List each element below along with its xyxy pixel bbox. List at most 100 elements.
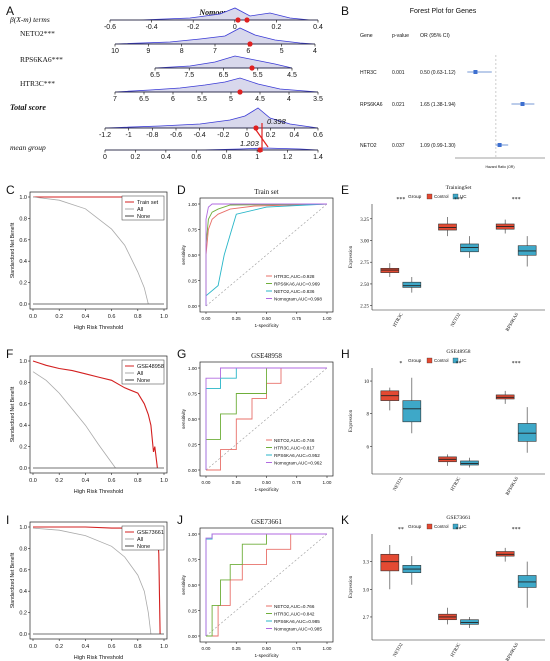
tick-label: 3.5 xyxy=(313,96,323,103)
x-axis-label: High Risk Threshold xyxy=(74,655,123,661)
x-tick-label: 0.8 xyxy=(134,478,142,484)
box-body xyxy=(517,423,537,442)
density-curve xyxy=(154,55,293,69)
y-tick-label: 0.75 xyxy=(188,558,197,563)
x-axis-label: 1-specificity xyxy=(255,323,280,328)
tick-label: 7.5 xyxy=(184,72,194,79)
dca-series-line xyxy=(32,527,152,635)
roc-title: Train set xyxy=(254,188,278,196)
legend-label: Control xyxy=(434,524,449,529)
decision-curve-f: 0.0 0.2 0.4 0.6 0.8 1.0 0.0 0.2 0.4 0.6 0.8 1.0 High… xyxy=(10,355,168,495)
legend-label: HTR3C,AUC=0.817 xyxy=(274,446,315,451)
boxplot-h: GSE48958 Group Control UC 6 8 10 Expression * NET… xyxy=(349,349,545,497)
legend-label: UC xyxy=(460,194,467,199)
tick-label: 6.5 xyxy=(219,72,229,79)
y-tick-label: 0.00 xyxy=(188,304,197,309)
nomogram-row-label: HTR3C*** xyxy=(20,79,55,88)
forest-plot: Forest Plot for Genes Gene p-value OR (95% … xyxy=(360,8,545,169)
panel-label-d: D xyxy=(177,183,186,197)
legend-swatch xyxy=(426,193,433,200)
x-tick-label: 0.2 xyxy=(55,314,63,320)
x-tick-label: 0.25 xyxy=(232,316,241,321)
y-tick-label: 3.3 xyxy=(363,561,370,566)
decision-curve-i: 0.0 0.2 0.4 0.6 0.8 1.0 0.0 0.2 0.4 0.6 0.8 1.0 High… xyxy=(10,521,168,661)
tick-label: 1 xyxy=(255,154,259,161)
tick-label: -0.6 xyxy=(104,24,116,31)
legend-label: HTR3C,AUC=0.928 xyxy=(274,274,315,279)
panel-label-h: H xyxy=(341,347,350,361)
nomogram-row-label: β(X-m) terms xyxy=(9,15,50,24)
forest-ci-text: 1.65 (1.38-1.94) xyxy=(420,102,456,108)
legend-label: All xyxy=(137,207,143,213)
y-tick-label: 3.25 xyxy=(360,218,369,223)
observation-marker xyxy=(257,147,263,153)
x-tick-label: 1.00 xyxy=(323,480,332,485)
x-tick-label: 0.75 xyxy=(292,480,301,485)
tick-label: 0.2 xyxy=(131,154,141,161)
boxplot-title: GSE48958 xyxy=(446,349,470,355)
tick-label: -0.4 xyxy=(194,132,206,139)
forest-column-header: p-value xyxy=(392,33,409,39)
nomogram-annotation: 0.398 xyxy=(267,117,287,126)
observation-marker xyxy=(253,125,259,131)
y-tick-label: 1.0 xyxy=(19,359,27,365)
x-tick-label: 0.4 xyxy=(82,314,90,320)
observation-marker xyxy=(237,89,243,95)
significance-label: *** xyxy=(512,361,521,367)
forest-ci-text: 1.09 (0.99-1.30) xyxy=(420,143,456,149)
tick-label: 6.5 xyxy=(150,72,160,79)
legend-title: Group xyxy=(408,358,422,364)
legend-label: GSE48958 xyxy=(137,364,164,370)
tick-label: 0 xyxy=(245,132,249,139)
x-tick-label: 0.0 xyxy=(29,314,37,320)
significance-label: * xyxy=(399,361,402,367)
tick-label: 0.4 xyxy=(289,132,299,139)
panel-label-b: B xyxy=(341,4,349,18)
tick-label: 5.5 xyxy=(253,72,263,79)
significance-label: ** xyxy=(456,361,462,367)
panel-label-g: G xyxy=(177,347,186,361)
tick-label: 4.5 xyxy=(255,96,265,103)
x-tick-label: 0.75 xyxy=(292,316,301,321)
boxplot-title: GSE73661 xyxy=(446,515,470,521)
tick-label: -0.8 xyxy=(146,132,158,139)
x-tick-label: 0.25 xyxy=(232,646,241,651)
legend-swatch xyxy=(426,523,433,530)
panel-label-c: C xyxy=(6,183,15,197)
plot-frame xyxy=(29,191,168,310)
y-tick-label: 0.6 xyxy=(19,238,27,244)
y-axis-label: sensitivity xyxy=(181,574,186,595)
x-tick-label: 1.0 xyxy=(160,644,168,650)
box-body xyxy=(402,281,422,288)
y-tick-label: 0.0 xyxy=(19,466,27,472)
x-tick-label: 0.4 xyxy=(82,644,90,650)
dca-series-line xyxy=(32,371,116,469)
y-tick-label: 0.6 xyxy=(19,402,27,408)
plot-frame xyxy=(29,355,168,474)
roc-chart-j: GSE73661 0.00 0.00 0.25 0.25 0.50 0.50 0.75 0.75… xyxy=(181,518,334,658)
roc-series-line xyxy=(205,203,327,306)
forest-column-header: OR (95% CI) xyxy=(420,33,450,39)
tick-label: 6 xyxy=(246,48,250,55)
tick-label: -0.2 xyxy=(217,132,229,139)
forest-pvalue: 0.037 xyxy=(392,143,405,149)
y-tick-label: 0.75 xyxy=(188,228,197,233)
y-tick-label: 0.8 xyxy=(19,216,27,222)
roc-title: GSE48958 xyxy=(251,352,282,360)
y-tick-label: 8 xyxy=(367,413,370,418)
tick-label: 0.8 xyxy=(222,154,232,161)
tick-label: -1 xyxy=(126,132,132,139)
box-body xyxy=(495,551,515,557)
legend-label: Nomogram,AUC=0.962 xyxy=(274,461,322,466)
forest-point xyxy=(473,70,478,74)
roc-chart-d: Train set 0.00 0.00 0.25 0.25 0.50 0.50 0.75 0.7… xyxy=(181,188,334,328)
legend-label: NETO2,AUC=0.766 xyxy=(274,604,315,609)
legend-label: UC xyxy=(460,358,467,363)
legend-label: HTR3C,AUC=0.842 xyxy=(274,612,315,617)
legend-swatch xyxy=(452,357,459,364)
forest-point xyxy=(497,143,502,147)
forest-pvalue: 0.001 xyxy=(392,70,405,76)
y-axis-label: Standardized Net Benefit xyxy=(10,386,16,442)
tick-label: 0.4 xyxy=(161,154,171,161)
